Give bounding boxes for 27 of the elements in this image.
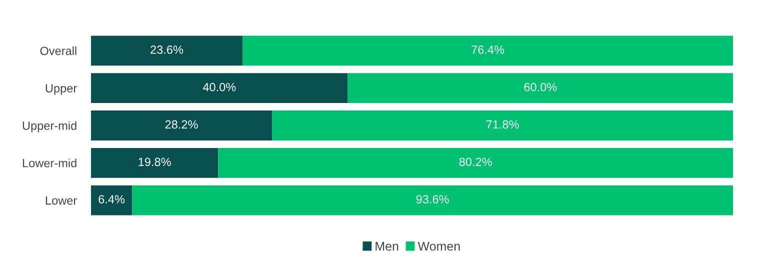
bar: [91, 36, 243, 66]
bar: [91, 110, 272, 140]
y-tick-label: Overall: [40, 46, 76, 56]
bar: [272, 110, 733, 140]
data-label: 76.4%: [472, 46, 504, 54]
bar: [132, 185, 733, 216]
y-tick-label: Upper: [46, 84, 77, 95]
data-label: 28.2%: [165, 120, 198, 129]
data-label: 40.0%: [202, 82, 236, 92]
data-label: 60.0%: [524, 82, 557, 92]
data-label: 93.6%: [416, 195, 449, 204]
y-tick-label: Lower: [46, 196, 77, 205]
data-label: 19.8%: [138, 158, 171, 166]
data-label: 71.8%: [486, 120, 519, 129]
legend-label: Women: [418, 242, 460, 251]
data-label: 23.6%: [150, 46, 184, 54]
y-tick-label: Lower-mid: [22, 158, 76, 168]
data-label: 80.2%: [459, 158, 492, 166]
legend-label: Men: [376, 242, 398, 251]
bar: [91, 73, 348, 104]
bar: [348, 73, 733, 104]
y-tick-label: Upper-mid: [22, 121, 76, 132]
bar: [91, 185, 132, 216]
bar: [242, 36, 733, 66]
bar: [218, 148, 733, 178]
bar: [91, 148, 218, 178]
data-label: 6.4%: [98, 195, 125, 204]
